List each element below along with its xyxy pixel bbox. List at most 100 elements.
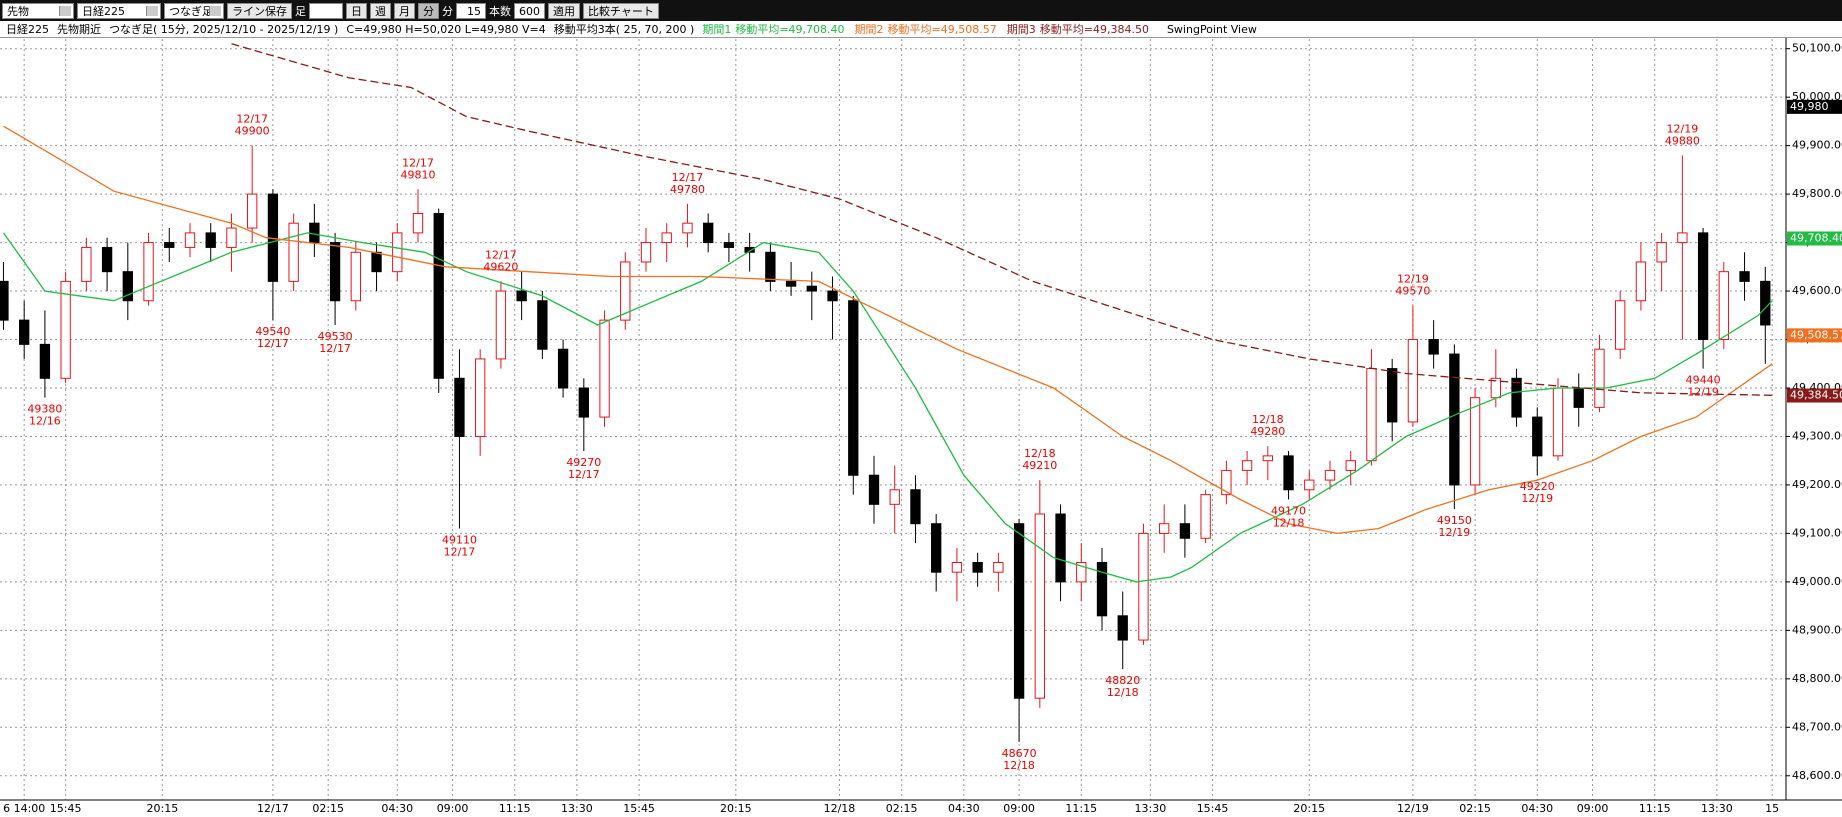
candle-body [889, 489, 900, 505]
candle-body [578, 387, 589, 418]
count-input[interactable]: 600 [514, 2, 545, 19]
candle-body [1739, 271, 1750, 282]
candle-body [785, 280, 797, 287]
swing-date: 12/19 [1521, 492, 1553, 505]
minute-button[interactable]: 分 [418, 2, 439, 19]
candle-body [1200, 494, 1211, 539]
candle-body [661, 232, 672, 244]
swing-date: 12/17 [485, 248, 517, 261]
candle-body [806, 285, 817, 292]
swing-price: 49620 [483, 260, 518, 273]
candle-body [412, 212, 424, 234]
x-tick-label: 04:30 [948, 802, 980, 815]
x-tick-label: 09:00 [1577, 802, 1609, 815]
x-tick-label: 02:15 [886, 802, 918, 815]
candle-body [1055, 513, 1066, 583]
x-tick-label: 15:45 [1197, 802, 1229, 815]
candle-body [1552, 387, 1564, 457]
legend-name: 期間3 [1006, 23, 1036, 36]
y-tick-label: 48,900.00 [1792, 623, 1842, 636]
candle-body [1407, 339, 1419, 423]
bar-input[interactable] [309, 2, 343, 19]
y-tick-label: 49,900.00 [1792, 139, 1842, 152]
candle-body [537, 300, 548, 350]
candle-body [910, 489, 921, 525]
candle-body [557, 348, 569, 389]
market-select[interactable]: 先物 [2, 2, 74, 19]
candle-body [392, 232, 403, 273]
x-tick-label: 12/18 [824, 802, 856, 815]
candle-body [1511, 377, 1522, 418]
candle-body [1117, 615, 1128, 641]
candle-body [516, 290, 527, 302]
x-tick-label: 20:15 [1293, 802, 1325, 815]
candle-body [371, 251, 382, 273]
x-tick-label: 15:45 [50, 802, 82, 815]
swing-date: 12/19 [1397, 273, 1429, 286]
x-tick-label: 13:30 [1135, 802, 1167, 815]
day-button[interactable]: 日 [346, 2, 367, 19]
legend-legend: 移動平均=49,708.40 [735, 23, 845, 36]
candle-body [1345, 460, 1356, 471]
apply-button[interactable]: 適用 [548, 2, 580, 19]
swing-price: 49380 [27, 403, 62, 416]
ma-line [3, 125, 1773, 535]
save-button[interactable]: ライン保存 [227, 2, 292, 19]
x-tick-label: 04:30 [381, 802, 413, 815]
candle-body [951, 561, 963, 573]
candle-body [931, 523, 942, 573]
swing-price: 49900 [235, 125, 270, 138]
swing-price: 49170 [1271, 504, 1306, 517]
info-line: 日経225 先物期近 つなぎ足( 15分, 2025/12/10 - 2025/12… [0, 21, 1842, 38]
x-tick-label: 6 14:00 [3, 802, 45, 815]
price-tag-label: 49,384.50 [1790, 389, 1842, 402]
candle-body [205, 232, 216, 248]
candle-body [1428, 339, 1439, 355]
unit-label: 分 [442, 4, 453, 18]
info-view: SwingPoint View [1166, 23, 1257, 36]
candle-body [1387, 368, 1398, 423]
candle-body [703, 222, 714, 244]
candle-body [1304, 479, 1315, 491]
y-tick-label: 50,100.00 [1792, 42, 1842, 55]
interval-input[interactable]: 15 [456, 2, 486, 19]
swing-date: 12/19 [1439, 526, 1471, 539]
symbol-select[interactable]: 日経225 [77, 2, 161, 19]
candle-body [1159, 523, 1170, 534]
candle-body [1718, 271, 1729, 341]
candle-body [1635, 261, 1647, 302]
chain-select[interactable]: つなぎ足 [164, 2, 224, 19]
x-tick-label: 20:15 [147, 802, 179, 815]
y-tick-label: 48,600.00 [1792, 769, 1842, 782]
y-tick-label: 49,200.00 [1792, 478, 1842, 491]
swing-price: 49150 [1437, 514, 1472, 527]
candle-body [1324, 469, 1336, 481]
x-tick-label: 20:15 [720, 802, 752, 815]
candle-body [1573, 387, 1584, 408]
swing-price: 49440 [1686, 374, 1721, 387]
x-tick-label: 04:30 [1521, 802, 1553, 815]
swing-price: 49220 [1520, 480, 1555, 493]
candle-body [1013, 523, 1025, 699]
candle-body [101, 246, 113, 273]
swing-price: 49540 [255, 325, 290, 338]
x-tick-label: 09:00 [437, 802, 469, 815]
swing-price: 49530 [318, 330, 353, 343]
week-button[interactable]: 週 [370, 2, 391, 19]
swing-price: 49110 [442, 534, 477, 547]
legend-legend: 移動平均=49,384.50 [1039, 23, 1149, 36]
ma-line [2, 232, 1773, 583]
x-tick-label: 12/17 [257, 802, 289, 815]
compare-button[interactable]: 比較チャート [583, 2, 659, 19]
legend: 期間1 移動平均=49,708.40 期間2 移動平均=49,508.57 期間3 移動平… [702, 23, 1159, 36]
month-button[interactable]: 月 [394, 2, 415, 19]
x-tick-label: 11:15 [499, 802, 531, 815]
candle-body [143, 242, 154, 302]
y-tick-label: 49,000.00 [1792, 575, 1842, 588]
candle-body [620, 261, 631, 321]
candle-body [60, 280, 71, 379]
count-label: 本数 [489, 4, 511, 18]
swing-date: 12/19 [1667, 122, 1699, 135]
candle-body [1615, 300, 1626, 350]
